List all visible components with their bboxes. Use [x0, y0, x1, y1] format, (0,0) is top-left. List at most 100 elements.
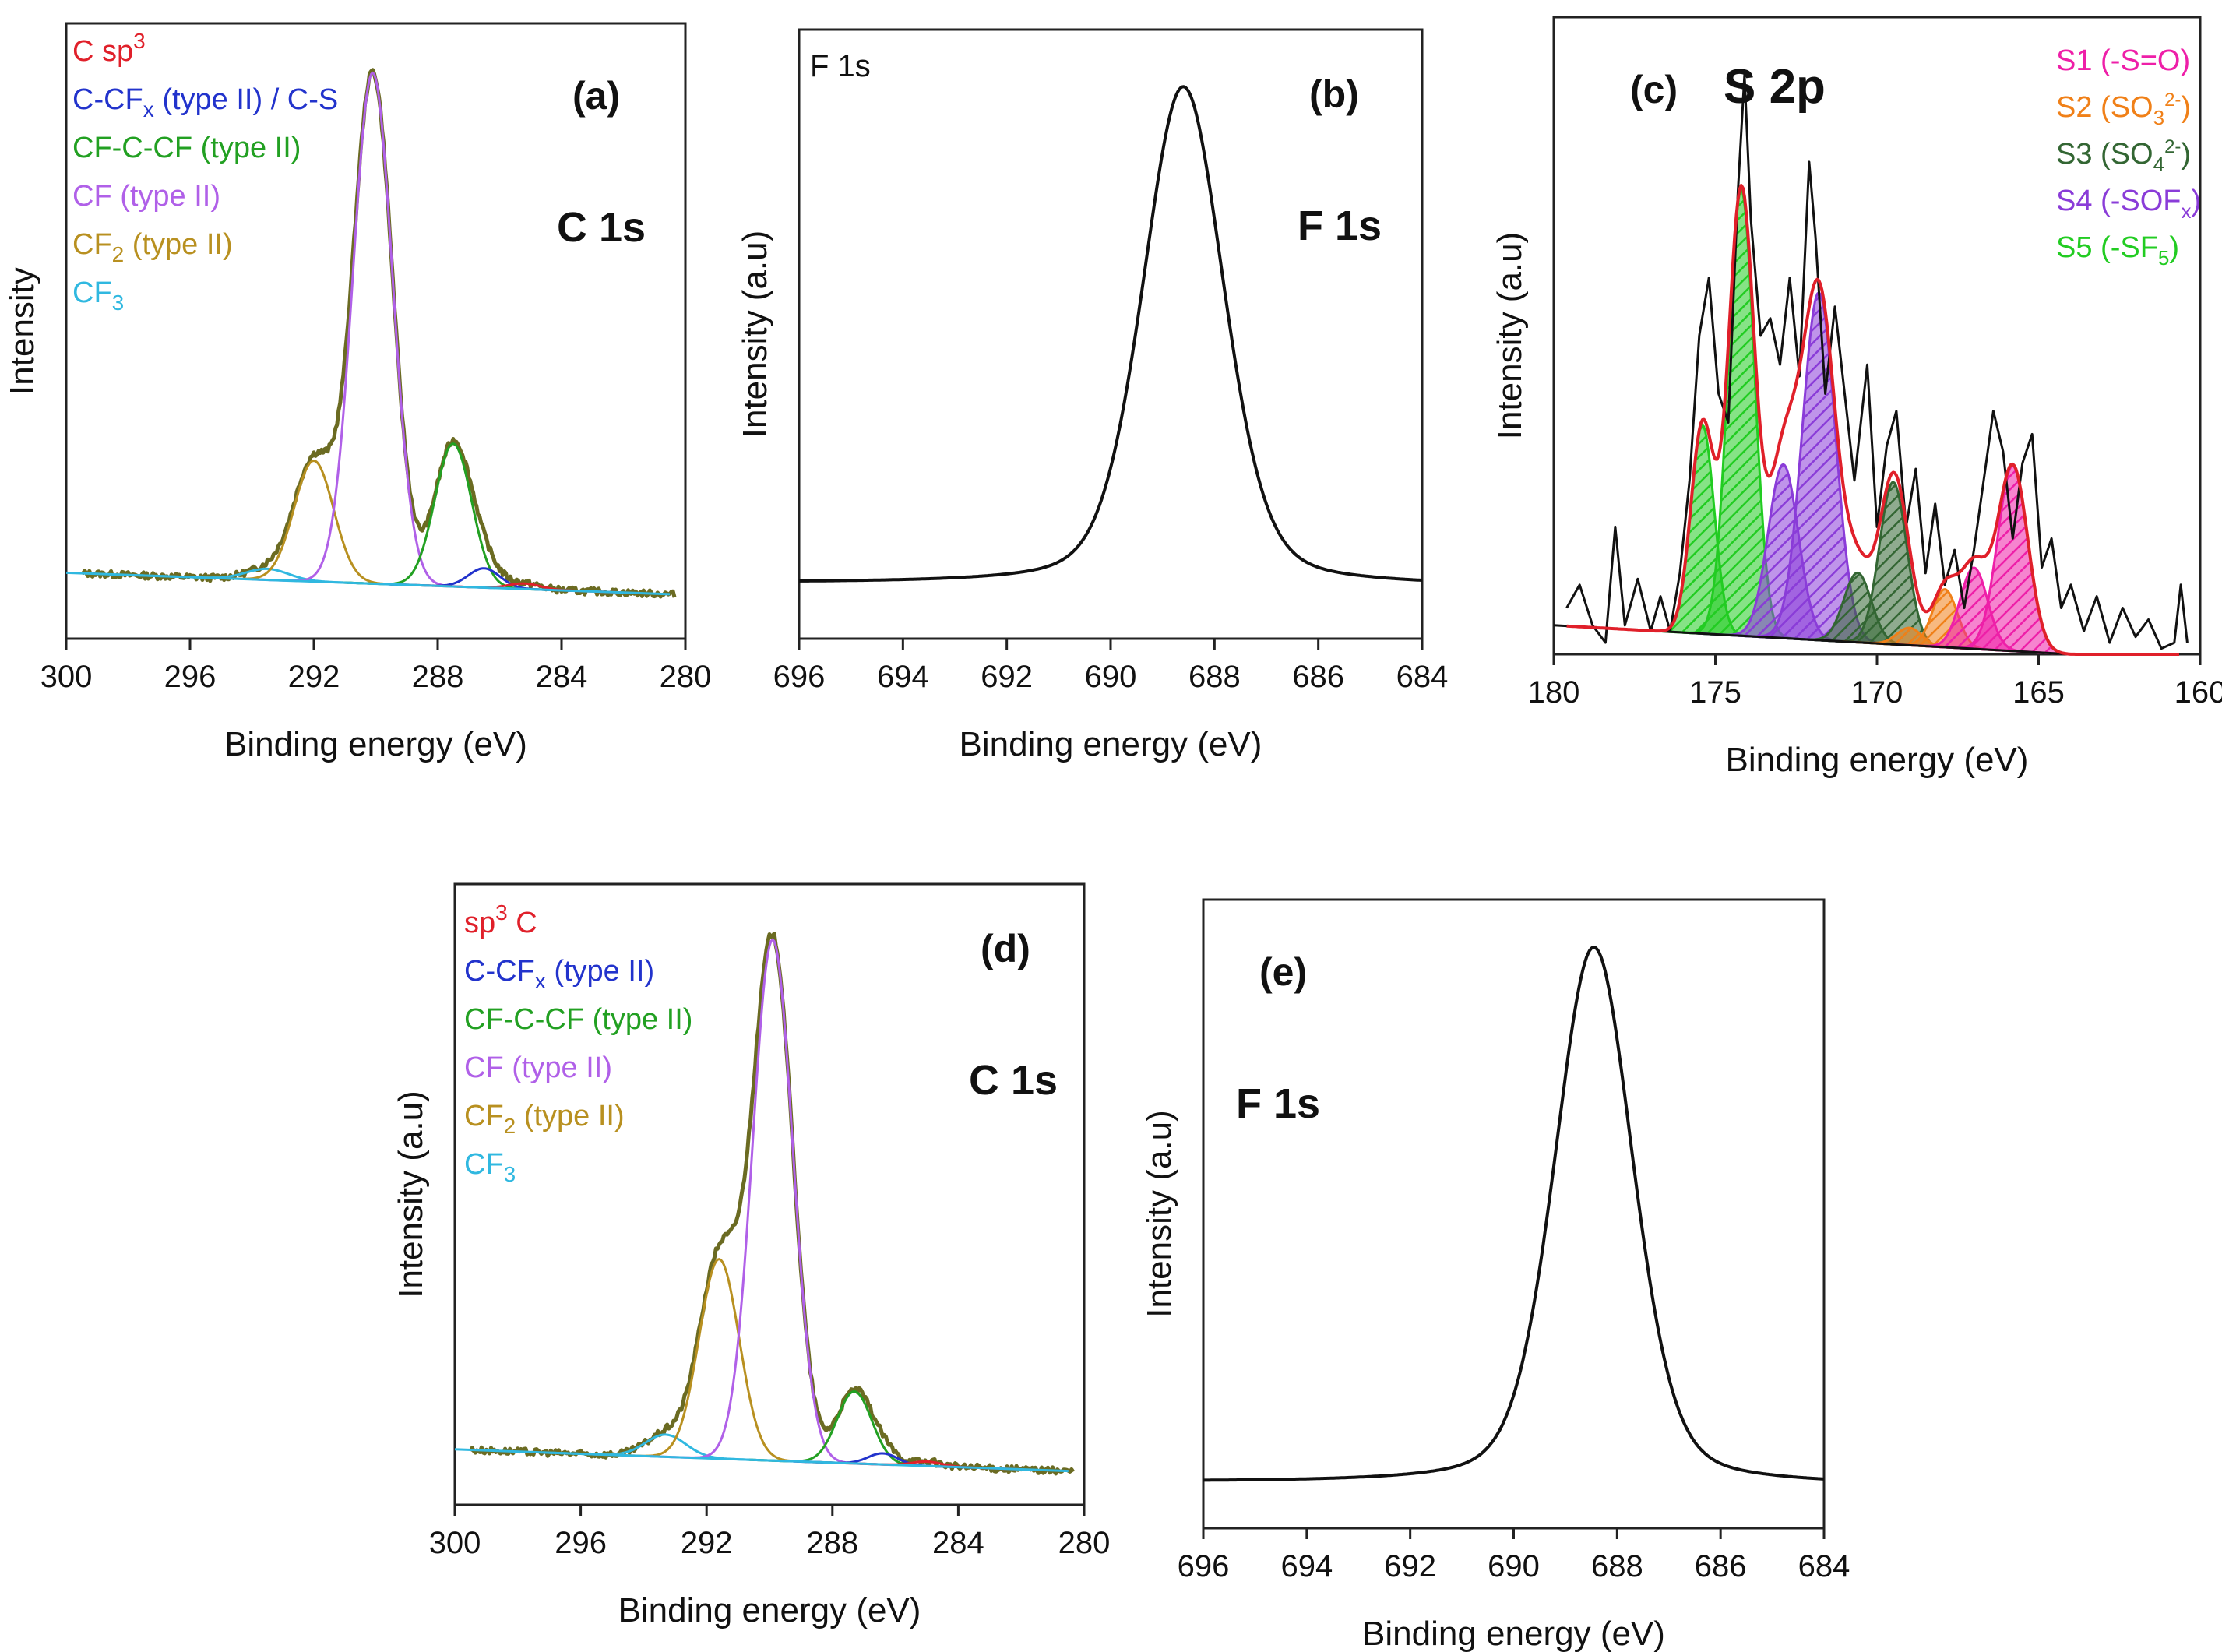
- legend-name: S5 (-SF: [2056, 231, 2158, 264]
- x-tick-label: 694: [1280, 1549, 1333, 1583]
- panel-label: (d): [981, 927, 1030, 970]
- legend-name: S3 (SO: [2056, 138, 2153, 171]
- x-tick-label: 175: [1689, 675, 1741, 710]
- x-tick-label: 688: [1188, 660, 1241, 694]
- f1s-peak-curve: [1203, 946, 1825, 1482]
- x-tick-label: 684: [1396, 660, 1449, 694]
- legend-entry: S5 (-SF5): [2056, 231, 2179, 269]
- legend-subscript: 3: [112, 291, 125, 315]
- panel-c: 180 175 170 165 160 Binding energy (eV) Intens…: [1491, 16, 2222, 779]
- x-tick-label: 284: [932, 1526, 984, 1560]
- panel-label: (c): [1630, 68, 1678, 111]
- panel-title: S 2p: [1724, 60, 1826, 114]
- x-tick-label: 160: [2174, 675, 2222, 710]
- legend-superscript: 3: [495, 900, 508, 925]
- panel-title: F 1s: [1298, 203, 1382, 249]
- legend-tail: ): [2191, 185, 2201, 217]
- legend-entry: CF-C-CF (type II): [464, 1003, 692, 1036]
- legend-tail: ): [2181, 91, 2191, 124]
- x-tick-label: 692: [981, 660, 1033, 694]
- plot-frame: [453, 882, 1086, 1506]
- legend-superscript: 3: [133, 29, 146, 53]
- x-tick-label: 696: [773, 660, 826, 694]
- raw-spectrum: [1565, 73, 2189, 650]
- legend-subscript: 2: [112, 242, 125, 266]
- legend-name: CF (type II): [464, 1051, 612, 1084]
- y-axis-label: Intensity (a.u): [392, 1090, 430, 1298]
- x-axis-label: Binding energy (eV): [618, 1591, 921, 1629]
- legend-tail: (type II): [516, 1100, 624, 1132]
- envelope-curve: [1566, 184, 2179, 656]
- x-tick-label: 686: [1292, 660, 1344, 694]
- legend-subscript: 5: [2158, 246, 2169, 269]
- legend-name: C sp: [72, 35, 133, 68]
- panel-label: (a): [572, 74, 620, 118]
- x-tick-label: 284: [536, 660, 588, 694]
- legend-entry: C-CFx (type II) / C-S: [72, 83, 338, 122]
- x-tick-label: 684: [1798, 1549, 1850, 1583]
- panel-b: 696 694 692 690 688 686 684 Binding energy (eV)…: [736, 28, 1449, 763]
- x-tick-label: 180: [1528, 675, 1580, 710]
- x-tick-label: 280: [1058, 1526, 1111, 1560]
- legend-name: CF (type II): [72, 180, 220, 213]
- panel-a: 300 296 292 288 284 280 Binding energy (eV) Int…: [3, 22, 712, 763]
- legend-subscript: x: [2181, 199, 2191, 223]
- legend-entry: CF2 (type II): [464, 1100, 625, 1138]
- x-tick-label: 292: [681, 1526, 733, 1560]
- panel-title: C 1s: [969, 1057, 1058, 1104]
- legend-subscript: 2: [504, 1114, 516, 1138]
- panel-label: (e): [1259, 950, 1307, 994]
- legend-entry: sp3 C: [464, 900, 537, 939]
- x-axis-label: Binding energy (eV): [960, 725, 1262, 763]
- legend-name: CF: [464, 1100, 504, 1132]
- panel-inner-title: F 1s: [810, 49, 871, 83]
- panel-label: (b): [1309, 72, 1359, 116]
- plot-frame: [65, 22, 687, 640]
- x-tick-label: 696: [1178, 1549, 1230, 1583]
- x-tick-label: 692: [1384, 1549, 1436, 1583]
- x-tick-label: 690: [1085, 660, 1137, 694]
- legend-entry: CF3: [72, 277, 124, 315]
- legend-name: CF-C-CF (type II): [464, 1003, 692, 1036]
- legend-tail: (type II): [124, 228, 232, 261]
- legend-entry: S1 (-S=O): [2056, 44, 2190, 77]
- x-tick-label: 296: [555, 1526, 607, 1560]
- x-tick-label: 280: [660, 660, 712, 694]
- legend-name: CF: [72, 228, 112, 261]
- x-tick-label: 690: [1488, 1549, 1540, 1583]
- legend-subscript: 3: [2153, 106, 2164, 129]
- legend-name: C-CF: [464, 955, 535, 988]
- x-axis-label: Binding energy (eV): [1726, 741, 2029, 779]
- x-tick-label: 288: [412, 660, 464, 694]
- legend-entry: S2 (SO32-): [2056, 90, 2191, 129]
- x-tick-label: 686: [1695, 1549, 1747, 1583]
- legend-subscript: x: [535, 969, 546, 993]
- x-tick-label: 292: [288, 660, 340, 694]
- legend-name: CF-C-CF (type II): [72, 132, 301, 164]
- legend-name: sp: [464, 907, 495, 939]
- x-tick-label: 296: [164, 660, 217, 694]
- legend-entry: C-CFx (type II): [464, 955, 654, 993]
- panel-e: 696 694 692 690 688 686 684 Binding energy (eV)…: [1140, 898, 1850, 1652]
- legend-tail: (type II): [546, 955, 654, 988]
- legend-name: CF: [464, 1148, 504, 1181]
- legend-superscript: 2-: [2164, 90, 2181, 111]
- legend-name: CF: [72, 277, 112, 309]
- legend-tail: ): [2169, 231, 2179, 264]
- x-axis-label: Binding energy (eV): [224, 725, 527, 763]
- panel-d: 300 296 292 288 284 280 Binding energy (eV) Int…: [392, 882, 1111, 1629]
- x-tick-label: 300: [40, 660, 93, 694]
- legend-entry: CF (type II): [72, 180, 220, 213]
- background-line: [454, 1448, 1069, 1473]
- panel-title: C 1s: [557, 204, 646, 251]
- legend-name: S2 (SO: [2056, 91, 2153, 124]
- legend-entry: S4 (-SOFx): [2056, 185, 2201, 223]
- legend-tail: (type II) / C-S: [154, 83, 338, 116]
- legend-entry: CF-C-CF (type II): [72, 132, 301, 164]
- x-tick-label: 288: [806, 1526, 858, 1560]
- legend-name: C-CF: [72, 83, 143, 116]
- legend-name: S1 (-S=O): [2056, 44, 2190, 77]
- y-axis-label: Intensity (a.u): [1140, 1110, 1178, 1318]
